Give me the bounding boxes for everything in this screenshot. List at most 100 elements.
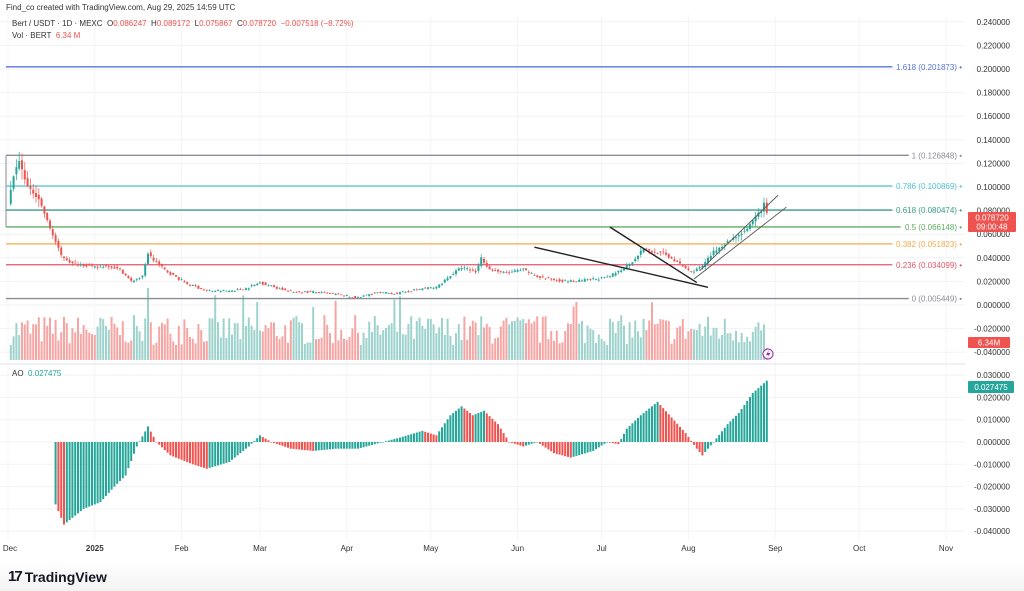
candle-body: [270, 285, 273, 287]
volume-bar: [642, 318, 645, 360]
ao-bar: [141, 436, 144, 442]
ao-bar: [85, 442, 88, 508]
volume-bar: [161, 322, 163, 360]
candle-body: [469, 269, 471, 271]
candle-body: [651, 251, 653, 253]
ao-bar: [315, 442, 317, 451]
candle-body: [242, 289, 245, 291]
candle-body: [166, 270, 169, 273]
volume-bar: [387, 325, 390, 360]
volume-bar: [93, 335, 96, 360]
candle-body: [163, 267, 166, 270]
ao-bar: [611, 442, 614, 444]
volume-bar: [119, 335, 121, 360]
volume-bar: [553, 340, 555, 360]
symbol-name[interactable]: Bert / USDT · 1D · MEXC: [12, 19, 103, 28]
candle-body: [606, 276, 609, 278]
ao-bar: [508, 442, 511, 443]
volume-bar: [418, 317, 421, 360]
volume-bar: [26, 320, 29, 360]
volume-bar: [295, 316, 298, 360]
ao-bar: [410, 434, 413, 442]
ao-bar: [625, 428, 628, 442]
candle-body: [51, 229, 54, 236]
price-axis-label: 0.180000: [977, 89, 1011, 98]
volume-tag-value: 6.34M: [978, 339, 1001, 348]
price-axis-label: 0.100000: [977, 183, 1011, 192]
volume-label[interactable]: Vol · BERT: [12, 31, 52, 40]
ao-bar: [214, 442, 217, 467]
volume-bar: [172, 341, 175, 360]
volume-bar: [169, 333, 172, 360]
ao-bar: [715, 438, 718, 442]
volume-bar: [690, 328, 693, 360]
volume-bar: [726, 333, 729, 360]
volume-bar: [183, 319, 186, 360]
candle-body: [189, 284, 191, 286]
ao-label[interactable]: AO: [12, 369, 24, 378]
volume-bar: [197, 323, 200, 360]
ao-bar: [561, 442, 564, 456]
ao-bar: [723, 427, 726, 442]
volume-bar: [343, 338, 345, 360]
time-axis-label: Dec: [3, 544, 17, 553]
ao-bar: [754, 390, 757, 442]
volume-bar: [298, 322, 301, 360]
ao-bar: [628, 425, 631, 442]
trendline-wedge-upper: [609, 226, 698, 284]
ao-bar: [695, 442, 698, 449]
candle-body: [85, 264, 88, 267]
volume-bar: [614, 332, 617, 360]
candle-body: [194, 285, 197, 287]
price-axis-label: 0.160000: [977, 112, 1011, 121]
ao-bar: [253, 440, 256, 442]
lightning-event-icon[interactable]: [762, 348, 774, 360]
volume-bar: [85, 329, 88, 360]
volume-bar: [530, 323, 533, 360]
volume-bar: [337, 340, 340, 360]
candle-body: [617, 270, 620, 273]
tradingview-logo[interactable]: 17 TradingView: [8, 568, 107, 585]
ao-bar: [105, 442, 107, 496]
fib-level-label: 0.618 (0.080474) •: [896, 206, 962, 215]
chart-canvas[interactable]: 0.240000 0.220000 0.200000 0.180000 0.160000…: [0, 0, 1024, 560]
volume-bar: [189, 337, 191, 360]
candle-body: [82, 263, 85, 267]
candle-body: [37, 194, 40, 200]
fib-level-label: 0.382 (0.051823) •: [896, 240, 962, 249]
volume-bar: [491, 343, 494, 360]
candle-body: [413, 289, 415, 291]
candle-body: [362, 295, 365, 297]
ao-bar: [614, 442, 617, 444]
volume-bar: [301, 323, 303, 360]
price-axis-label: -0.040000: [974, 348, 1011, 357]
ao-bar: [735, 415, 737, 442]
candle-body: [138, 278, 141, 279]
price-axis-label: 0.200000: [977, 65, 1011, 74]
ao-bar: [637, 417, 639, 442]
volume-bar: [158, 326, 161, 360]
ao-bar: [511, 442, 513, 443]
candle-body: [177, 277, 180, 280]
ao-bar: [553, 442, 555, 454]
candle-body: [368, 294, 371, 297]
volume-bar: [214, 295, 217, 360]
volume-bar: [166, 318, 169, 360]
candle-body: [15, 167, 18, 175]
ao-bar: [306, 442, 309, 451]
volume-bar: [732, 340, 735, 360]
volume-bar: [634, 320, 637, 360]
candle-body: [536, 275, 539, 277]
volume-bar: [483, 327, 485, 360]
ao-bar: [407, 435, 410, 442]
volume-bar: [231, 334, 233, 360]
ao-bar: [581, 442, 583, 455]
candle-body: [214, 291, 217, 292]
candle-body: [595, 279, 597, 280]
candle-body: [676, 260, 679, 262]
volume-bar: [589, 328, 592, 360]
candle-body: [463, 267, 466, 269]
ao-bar: [404, 435, 407, 442]
volume-bar: [443, 334, 446, 360]
